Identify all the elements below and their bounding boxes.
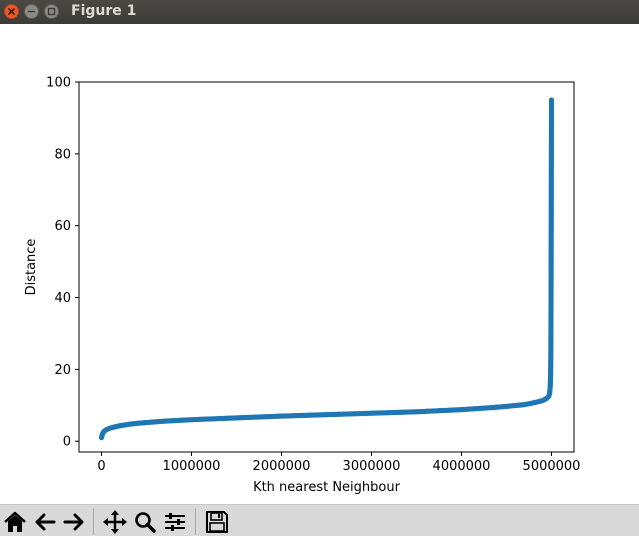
window-title: Figure 1: [71, 3, 137, 19]
x-tick-label: 3000000: [343, 459, 401, 474]
maximize-icon: [47, 7, 56, 16]
arrow-right-icon: [63, 513, 84, 531]
y-axis-ticks: 0 20 40 60 80 100: [46, 76, 79, 450]
subplots-button[interactable]: [162, 509, 188, 535]
y-tick-label: 20: [54, 363, 71, 378]
close-icon: [8, 8, 15, 15]
y-tick-label: 0: [63, 435, 71, 450]
minimize-button[interactable]: [24, 4, 39, 19]
save-button[interactable]: [204, 509, 230, 535]
figure-canvas[interactable]: 0 1000000 2000000 3000000 4000000 5000000 0 20…: [0, 24, 639, 504]
floppy-disk-icon: [206, 511, 228, 533]
x-axis-ticks: 0 1000000 2000000 3000000 4000000 5000000: [97, 452, 580, 474]
home-icon: [4, 511, 26, 532]
y-tick-label: 80: [54, 147, 71, 162]
window-titlebar: Figure 1: [0, 0, 639, 24]
x-tick-label: 1000000: [163, 459, 221, 474]
toolbar-separator: [93, 508, 94, 535]
magnifier-icon: [135, 512, 156, 533]
x-tick-label: 2000000: [253, 459, 311, 474]
navigation-toolbar: [0, 504, 639, 536]
data-points: [98, 97, 555, 441]
sliders-icon: [165, 513, 185, 531]
move-icon: [103, 510, 127, 534]
zoom-button[interactable]: [132, 509, 158, 535]
data-point: [548, 97, 555, 103]
y-axis-label: Distance: [24, 239, 39, 296]
y-tick-label: 40: [54, 291, 71, 306]
close-button[interactable]: [4, 4, 19, 19]
back-button[interactable]: [32, 509, 58, 535]
pan-button[interactable]: [102, 509, 128, 535]
x-tick-label: 0: [97, 459, 105, 474]
maximize-button[interactable]: [44, 4, 59, 19]
x-tick-label: 4000000: [433, 459, 491, 474]
minimize-icon: [27, 10, 36, 13]
y-tick-label: 60: [54, 219, 71, 234]
arrow-left-icon: [35, 513, 56, 531]
x-tick-label: 5000000: [523, 459, 581, 474]
toolbar-separator: [195, 508, 196, 535]
home-button[interactable]: [2, 509, 28, 535]
plot-frame: [78, 81, 575, 453]
scatter-chart: 0 1000000 2000000 3000000 4000000 5000000 0 20…: [24, 76, 580, 496]
forward-button[interactable]: [61, 509, 87, 535]
x-axis-label: Kth nearest Neighbour: [253, 480, 401, 495]
y-tick-label: 100: [46, 76, 71, 91]
